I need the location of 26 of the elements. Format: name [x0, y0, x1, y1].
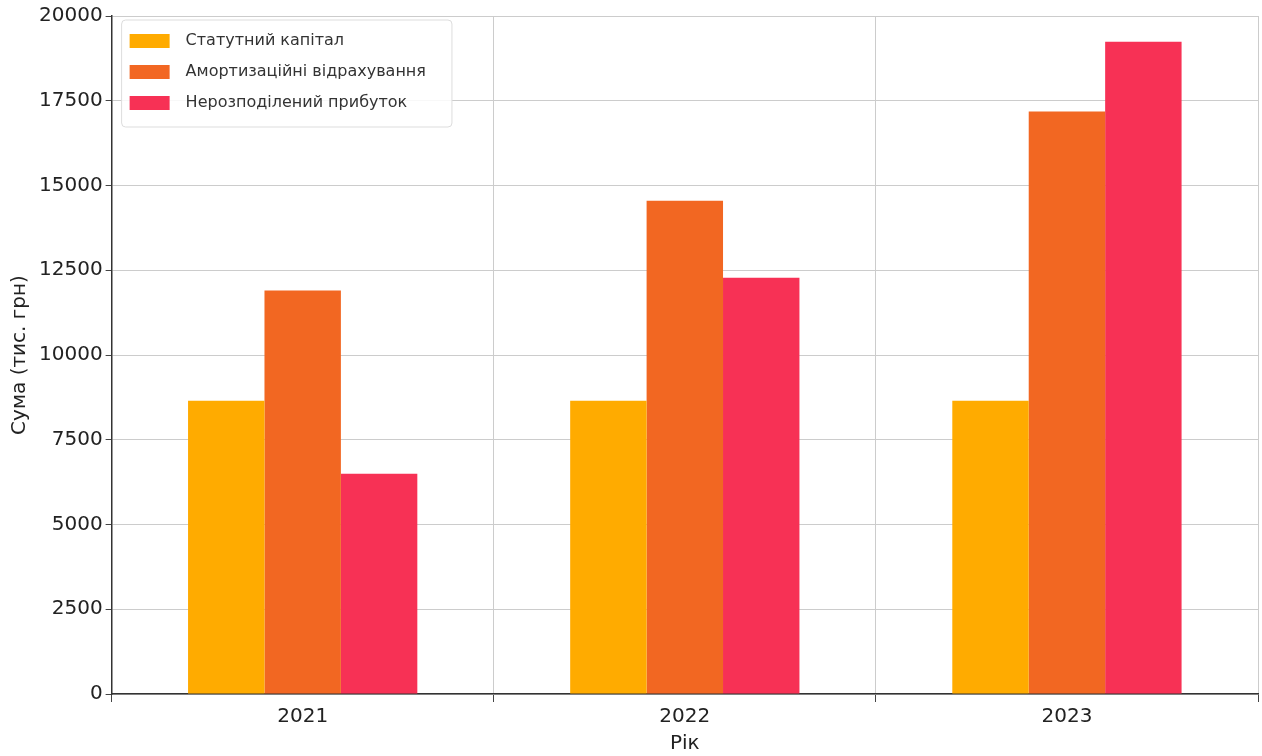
bar [1105, 41, 1182, 694]
bar [264, 290, 341, 694]
x-axis-title: Рік [669, 730, 700, 755]
bar [188, 400, 265, 694]
x-tick-label: 2023 [1041, 703, 1093, 728]
x-tick-label: 2021 [277, 703, 329, 728]
y-tick-label: 12500 [39, 256, 103, 281]
y-axis-title: Сума (тис. грн) [6, 275, 31, 435]
bar [723, 277, 800, 694]
y-tick-label: 17500 [39, 86, 103, 111]
bar [570, 400, 647, 694]
y-tick-label: 10000 [39, 341, 103, 366]
bar [646, 200, 724, 694]
legend-label: Нерозподілений прибуток [185, 92, 408, 112]
bar [340, 473, 418, 694]
bar [1028, 111, 1106, 694]
y-tick-label: 15000 [39, 171, 103, 196]
y-tick-label: 0 [89, 680, 103, 705]
legend-label: Статутний капітал [185, 30, 345, 50]
bar [952, 400, 1029, 694]
y-tick-label: 5000 [51, 510, 103, 535]
y-tick-label: 7500 [51, 425, 103, 450]
legend-label: Амортизаційні відрахування [185, 61, 426, 81]
x-tick-label: 2022 [659, 703, 711, 728]
y-tick-label: 20000 [39, 2, 103, 27]
y-tick-label: 2500 [51, 595, 103, 620]
